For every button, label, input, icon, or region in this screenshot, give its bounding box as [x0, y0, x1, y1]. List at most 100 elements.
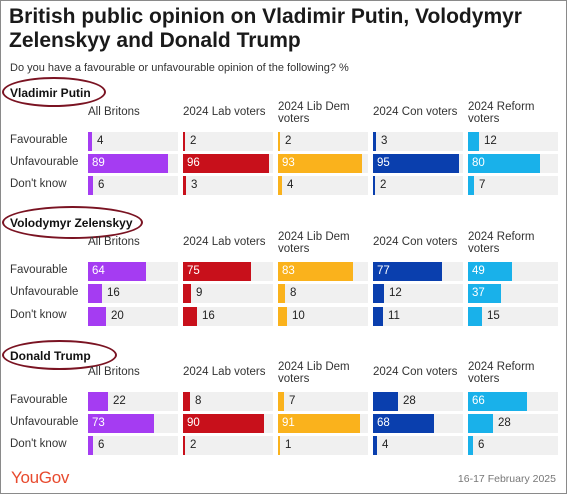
- bar-track: 89: [88, 154, 178, 173]
- bar-track: 9: [183, 284, 273, 303]
- data-label: 7: [289, 395, 296, 407]
- data-label: 75: [187, 265, 200, 277]
- bar-2024-lib-dem-voters-unfavourable: [278, 154, 362, 173]
- bar-track: 8: [183, 392, 273, 411]
- data-label: 89: [92, 157, 105, 169]
- bar-2024-lib-dem-voters-don-t-know: [278, 436, 280, 455]
- data-label: 16: [202, 310, 215, 322]
- highlight-ellipse: [2, 77, 106, 107]
- data-label: 12: [389, 287, 402, 299]
- row-label-unfavourable: Unfavourable: [10, 416, 79, 428]
- column-header-2024-lib-dem-voters: 2024 Lib Dem voters: [278, 231, 350, 255]
- section-title-volodymyr-zelenskyy: Volodymyr Zelenskyy: [10, 216, 133, 230]
- column-header-all-britons: All Britons: [88, 236, 140, 248]
- bar-track: 4: [88, 132, 178, 151]
- bar-2024-reform-voters-don-t-know: [468, 307, 482, 326]
- data-label: 7: [479, 179, 486, 191]
- bar-all-britons-don-t-know: [88, 307, 106, 326]
- data-label: 2: [380, 179, 387, 191]
- column-header-2024-reform-voters: 2024 Reform voters: [468, 231, 535, 255]
- column-header-2024-lab-voters: 2024 Lab voters: [183, 106, 266, 118]
- bar-2024-lib-dem-voters-don-t-know: [278, 307, 287, 326]
- bar-2024-con-voters-favourable: [373, 132, 376, 151]
- data-label: 37: [472, 287, 485, 299]
- data-label: 20: [111, 310, 124, 322]
- bar-track: 7: [468, 176, 558, 195]
- bar-2024-reform-voters-unfavourable: [468, 414, 493, 433]
- bar-all-britons-unfavourable: [88, 154, 168, 173]
- column-header-2024-con-voters: 2024 Con voters: [373, 366, 458, 378]
- row-label-favourable: Favourable: [10, 394, 68, 406]
- data-label: 4: [97, 135, 104, 147]
- data-label: 96: [187, 157, 200, 169]
- data-label: 15: [487, 310, 500, 322]
- bar-track: 91: [278, 414, 368, 433]
- bar-2024-lib-dem-voters-favourable: [278, 262, 353, 281]
- data-label: 10: [292, 310, 305, 322]
- column-header-all-britons: All Britons: [88, 366, 140, 378]
- bar-track: 77: [373, 262, 463, 281]
- column-header-2024-lab-voters: 2024 Lab voters: [183, 366, 266, 378]
- data-label: 93: [282, 157, 295, 169]
- bar-track: 49: [468, 262, 558, 281]
- bar-2024-lab-voters-favourable: [183, 132, 185, 151]
- data-label: 77: [377, 265, 390, 277]
- row-label-unfavourable: Unfavourable: [10, 286, 79, 298]
- bar-2024-con-voters-favourable: [373, 392, 398, 411]
- data-label: 4: [382, 439, 389, 451]
- column-header-2024-con-voters: 2024 Con voters: [373, 236, 458, 248]
- bar-2024-lab-voters-favourable: [183, 392, 190, 411]
- bar-track: 37: [468, 284, 558, 303]
- bar-track: 80: [468, 154, 558, 173]
- bar-track: 8: [278, 284, 368, 303]
- bar-all-britons-favourable: [88, 392, 108, 411]
- bar-2024-lab-voters-don-t-know: [183, 307, 197, 326]
- bar-track: 12: [468, 132, 558, 151]
- chart-subtitle: Do you have a favourable or unfavourable…: [10, 62, 349, 74]
- data-label: 80: [472, 157, 485, 169]
- data-label: 8: [290, 287, 297, 299]
- bar-2024-con-voters-don-t-know: [373, 436, 377, 455]
- data-label: 22: [113, 395, 126, 407]
- bar-2024-reform-voters-favourable: [468, 392, 527, 411]
- bar-2024-lab-voters-favourable: [183, 262, 251, 281]
- bar-2024-con-voters-don-t-know: [373, 176, 375, 195]
- bar-track: 28: [373, 392, 463, 411]
- yougov-logo: YouGov: [11, 468, 70, 487]
- section-title-donald-trump: Donald Trump: [10, 349, 91, 363]
- bar-track: 2: [278, 132, 368, 151]
- bar-2024-lib-dem-voters-favourable: [278, 132, 280, 151]
- bar-track: 6: [88, 176, 178, 195]
- bar-track: 2: [183, 132, 273, 151]
- bar-track: 20: [88, 307, 178, 326]
- bar-track: 90: [183, 414, 273, 433]
- bar-all-britons-unfavourable: [88, 284, 102, 303]
- data-label: 3: [381, 135, 388, 147]
- bar-all-britons-don-t-know: [88, 436, 93, 455]
- row-label-don-t-know: Don't know: [10, 178, 67, 190]
- data-label: 68: [377, 417, 390, 429]
- data-label: 11: [388, 310, 400, 322]
- data-label: 3: [191, 179, 198, 191]
- bar-2024-reform-voters-unfavourable: [468, 154, 540, 173]
- data-label: 6: [478, 439, 485, 451]
- bar-2024-lib-dem-voters-favourable: [278, 392, 284, 411]
- bar-track: 11: [373, 307, 463, 326]
- bar-2024-con-voters-don-t-know: [373, 307, 383, 326]
- bar-track: 7: [278, 392, 368, 411]
- column-header-2024-lib-dem-voters: 2024 Lib Dem voters: [278, 101, 350, 125]
- bar-all-britons-favourable: [88, 132, 92, 151]
- bar-2024-reform-voters-favourable: [468, 132, 479, 151]
- bar-track: 2: [373, 176, 463, 195]
- chart-title: British public opinion on Vladimir Putin…: [9, 5, 522, 52]
- bar-track: 1: [278, 436, 368, 455]
- data-label: 90: [187, 417, 200, 429]
- data-label: 49: [472, 265, 485, 277]
- data-label: 1: [285, 439, 292, 451]
- data-label: 66: [472, 395, 485, 407]
- bar-track: 16: [88, 284, 178, 303]
- bar-2024-con-voters-unfavourable: [373, 284, 384, 303]
- bar-track: 68: [373, 414, 463, 433]
- bar-track: 95: [373, 154, 463, 173]
